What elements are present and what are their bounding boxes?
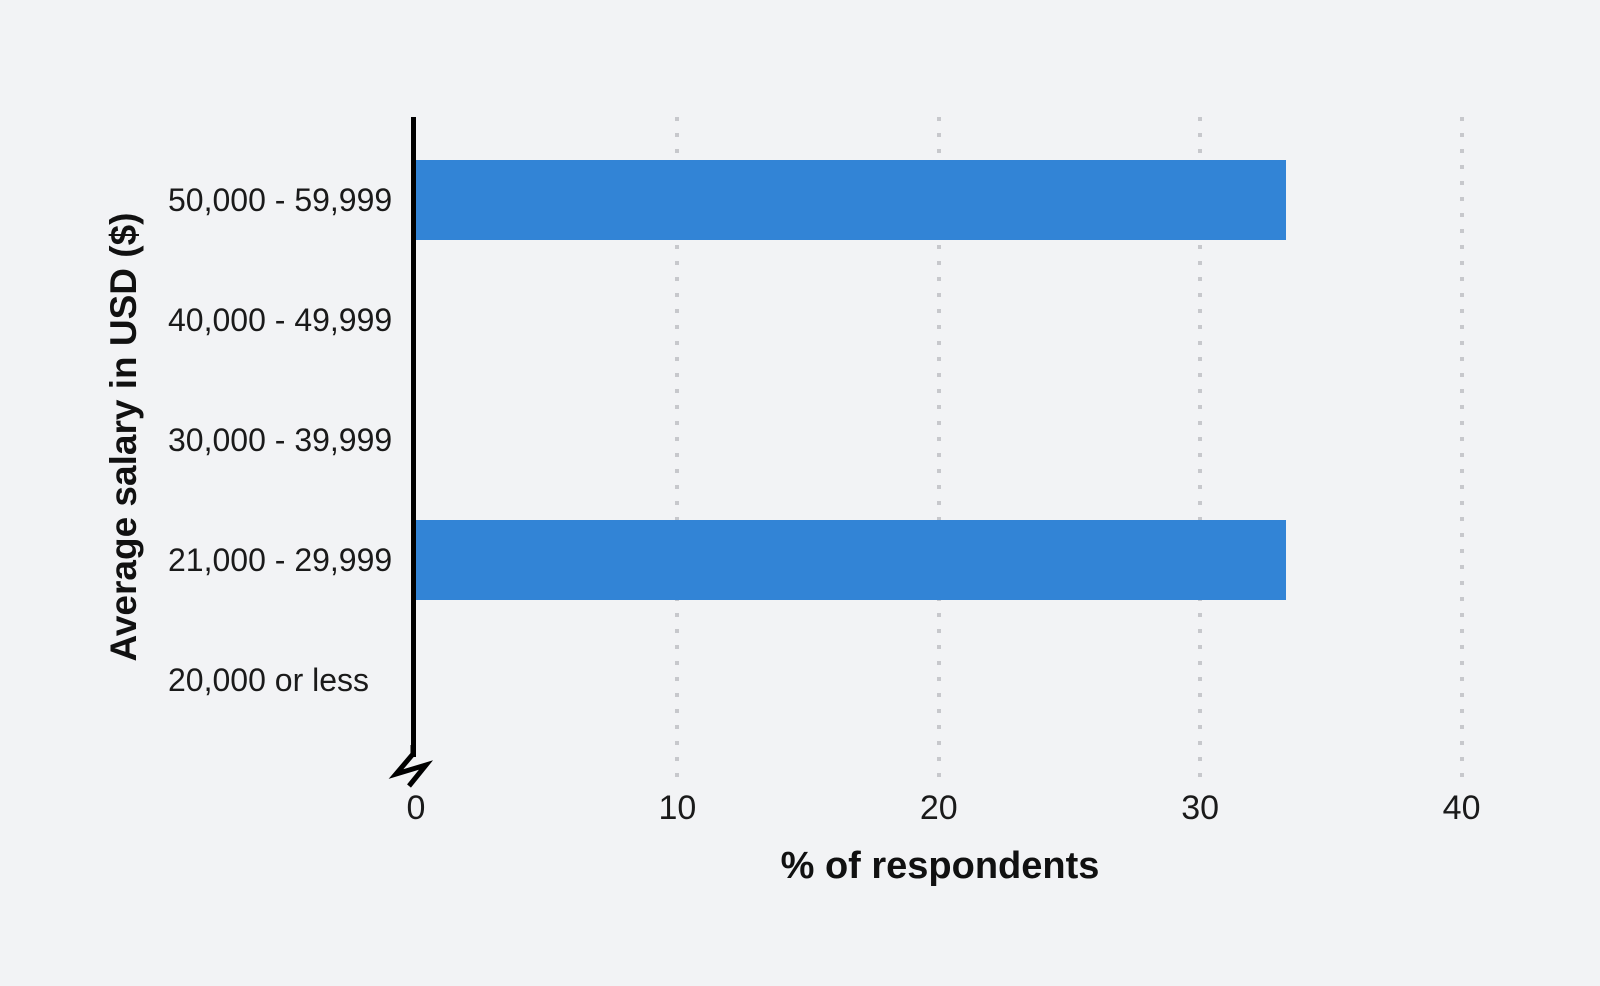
gridline-40 — [1459, 117, 1464, 785]
gridline-10 — [675, 117, 680, 785]
category-label-1: 40,000 - 49,999 — [168, 302, 393, 338]
y-axis-line — [411, 117, 416, 757]
gridline-20 — [936, 117, 941, 785]
x-tick-label-10: 10 — [658, 789, 697, 827]
bar-0 — [416, 160, 1287, 240]
gridline-30 — [1198, 117, 1203, 785]
category-label-0: 50,000 - 59,999 — [168, 182, 393, 218]
category-label-4: 20,000 or less — [168, 662, 370, 698]
x-tick-label-0: 0 — [406, 789, 426, 827]
axis-break-icon — [388, 745, 434, 788]
x-axis-title: % of respondents — [780, 845, 1100, 887]
category-label-3: 21,000 - 29,999 — [168, 542, 393, 578]
x-tick-label-30: 30 — [1181, 789, 1220, 827]
bar-3 — [416, 520, 1287, 600]
category-label-2: 30,000 - 39,999 — [168, 422, 393, 458]
x-tick-label-20: 20 — [919, 789, 958, 827]
plot-area — [416, 117, 1540, 785]
y-axis-title: Average salary in USD ($) — [103, 212, 144, 662]
x-tick-label-40: 40 — [1442, 789, 1481, 827]
